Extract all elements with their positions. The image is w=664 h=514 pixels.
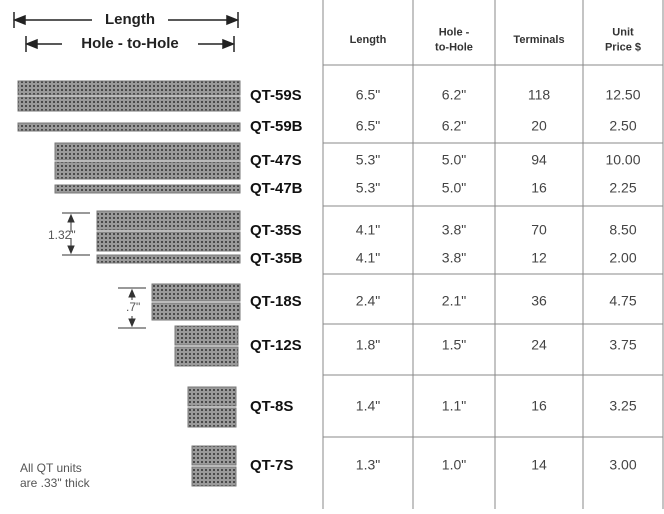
table-cell: 12 <box>531 250 547 266</box>
breadboard <box>187 386 237 407</box>
table-cell: 8.50 <box>609 222 636 238</box>
breadboard <box>191 445 237 466</box>
height-note: 1.32" <box>48 228 76 242</box>
table-cell: 2.25 <box>609 180 636 196</box>
model-name: QT-7S <box>250 457 293 474</box>
model-name: QT-35B <box>250 250 303 267</box>
length-arrow <box>12 12 240 52</box>
table-cell: 1.3" <box>356 457 380 473</box>
table-cell: 2.1" <box>442 293 466 309</box>
table-cell: 3.8" <box>442 222 466 238</box>
model-name: QT-35S <box>250 222 302 239</box>
model-name: QT-59S <box>250 87 302 104</box>
table-cell: 12.50 <box>605 87 640 103</box>
table-cell: 4.1" <box>356 222 380 238</box>
table-cell: 6.5" <box>356 118 380 134</box>
table-cell: 20 <box>531 118 547 134</box>
model-name: QT-47S <box>250 152 302 169</box>
table-cell: 16 <box>531 398 547 414</box>
table-cell: 5.3" <box>356 152 380 168</box>
table-cell: 3.00 <box>609 457 636 473</box>
table-cell: 1.8" <box>356 337 380 353</box>
table-cell: 94 <box>531 152 547 168</box>
table-cell: 10.00 <box>605 152 640 168</box>
breadboard <box>187 407 237 428</box>
hole-to-hole-label: Hole - to-Hole <box>81 35 179 52</box>
model-name: QT-18S <box>250 293 302 310</box>
table-cell: 5.3" <box>356 180 380 196</box>
table-cell: 2.50 <box>609 118 636 134</box>
table-cell: 6.2" <box>442 118 466 134</box>
column-header: to-Hole <box>435 41 473 53</box>
table-cell: 5.0" <box>442 152 466 168</box>
column-header: Hole - <box>439 26 470 38</box>
bus-strip <box>96 254 241 264</box>
table-cell: 3.8" <box>442 250 466 266</box>
table-cell: 1.5" <box>442 337 466 353</box>
column-header: Unit <box>612 26 634 38</box>
table-cell: 5.0" <box>442 180 466 196</box>
table-cell: 24 <box>531 337 547 353</box>
table-cell: 2.00 <box>609 250 636 266</box>
breadboard <box>191 466 237 487</box>
breadboard <box>17 96 241 112</box>
column-header: Terminals <box>513 34 564 46</box>
model-name: QT-8S <box>250 398 293 415</box>
thickness-note: are .33" thick <box>20 476 91 490</box>
bus-strip <box>17 122 241 132</box>
table-cell: 2.4" <box>356 293 380 309</box>
table-cell: 70 <box>531 222 547 238</box>
column-header: Price $ <box>605 41 641 53</box>
table-cell: 6.2" <box>442 87 466 103</box>
thickness-note: All QT units <box>20 461 82 475</box>
model-name: QT-59B <box>250 118 303 135</box>
table-cell: 118 <box>528 87 551 103</box>
height-arrows <box>62 212 146 329</box>
table-cell: 1.4" <box>356 398 380 414</box>
table-cell: 3.25 <box>609 398 636 414</box>
table-cell: 4.1" <box>356 250 380 266</box>
table-cell: 14 <box>531 457 547 473</box>
table-cell: 1.0" <box>442 457 466 473</box>
table-grid <box>322 0 664 509</box>
breadboard <box>96 210 241 231</box>
height-note: .7" <box>126 300 140 314</box>
table-cell: 6.5" <box>356 87 380 103</box>
breadboard <box>151 302 241 321</box>
breadboard <box>54 161 241 180</box>
model-name: QT-47B <box>250 180 303 197</box>
model-name: QT-12S <box>250 337 302 354</box>
table-cell: 3.75 <box>609 337 636 353</box>
breadboard <box>96 231 241 252</box>
breadboard <box>174 325 239 346</box>
table-cell: 4.75 <box>609 293 636 309</box>
table-cell: 36 <box>531 293 547 309</box>
breadboard <box>54 142 241 161</box>
bus-strip <box>54 184 241 194</box>
column-header: Length <box>350 34 387 46</box>
table-cell: 16 <box>531 180 547 196</box>
breadboard <box>17 80 241 96</box>
breadboard <box>151 283 241 302</box>
table-cell: 1.1" <box>442 398 466 414</box>
length-label: Length <box>105 11 155 28</box>
breadboard <box>174 346 239 367</box>
